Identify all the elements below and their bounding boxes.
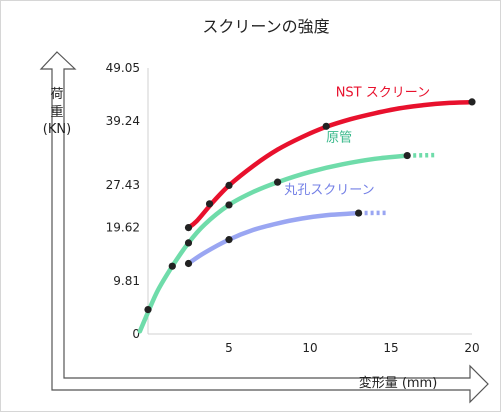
- data-point: [225, 236, 233, 244]
- y-axis-label-line1: 荷: [50, 87, 63, 102]
- x-tick-label: 5: [225, 341, 233, 355]
- y-tick-label: 9.81: [113, 274, 140, 288]
- series-layer: [137, 98, 476, 334]
- x-tick-label: 10: [302, 341, 317, 355]
- data-points: [144, 98, 476, 314]
- y-tick-label: 27.43: [106, 178, 140, 192]
- y-tick-label: 19.62: [106, 221, 140, 235]
- chart-title: スクリーンの強度: [202, 17, 329, 36]
- y-tick-label: 39.24: [106, 114, 140, 128]
- y-ticks: 0 9.81 19.62 27.43 39.24 49.05: [106, 61, 140, 341]
- data-point: [403, 151, 411, 160]
- y-axis-arrow: [39, 51, 489, 404]
- data-point: [184, 224, 193, 232]
- data-point: [322, 122, 330, 130]
- series-label: 原管: [326, 130, 352, 145]
- y-tick-label: 49.05: [106, 61, 140, 75]
- series-line: [186, 99, 475, 230]
- data-point: [144, 305, 152, 314]
- y-axis-label-line2: 重: [50, 104, 63, 120]
- x-ticks: 5 10 15 20: [225, 341, 479, 355]
- series-line: [137, 153, 410, 334]
- y-tick-label: 0: [132, 327, 140, 341]
- series-label: NST スクリーン: [336, 85, 430, 100]
- data-point: [355, 209, 363, 217]
- series-dotted-extension: [407, 152, 437, 158]
- data-point: [274, 178, 282, 186]
- data-point: [184, 259, 193, 268]
- x-tick-label: 15: [383, 341, 398, 355]
- x-axis-label: 変形量 (mm): [359, 375, 438, 391]
- series-label: 丸孔スクリーン: [284, 183, 374, 198]
- series-line: [186, 210, 361, 266]
- data-point: [205, 200, 214, 208]
- data-point: [225, 201, 233, 209]
- x-tick-label: 20: [464, 341, 479, 355]
- data-point: [184, 239, 193, 247]
- data-point: [225, 181, 233, 190]
- plot-area: 0 9.81 19.62 27.43 39.24 49.05 5 10 15 20 NST スク…: [106, 61, 480, 355]
- data-point: [168, 262, 176, 270]
- y-axis-unit: (KN): [43, 122, 71, 137]
- data-point: [468, 98, 476, 106]
